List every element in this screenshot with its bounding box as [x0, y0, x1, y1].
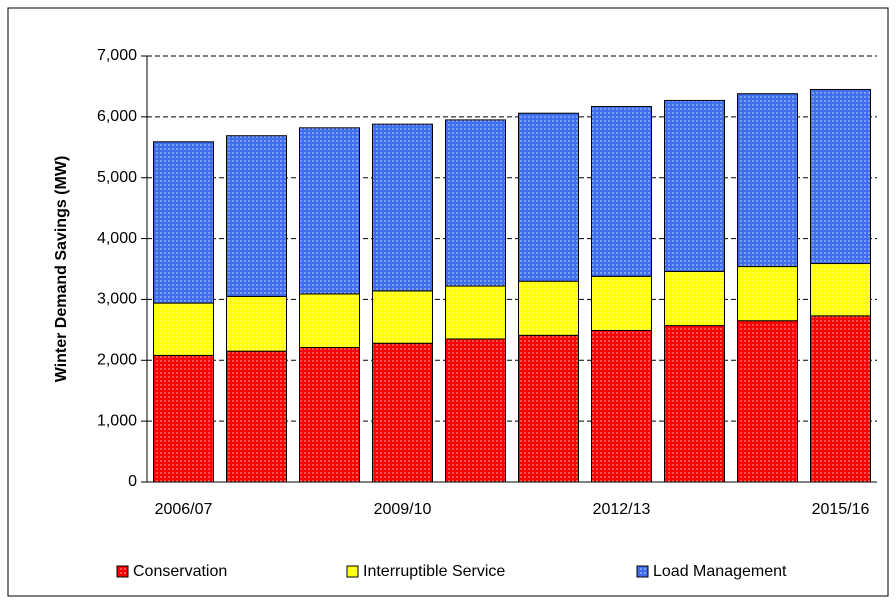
y-tick-label: 3,000 [97, 291, 137, 308]
x-tick-label: 2009/10 [374, 501, 432, 518]
bar-segment [664, 325, 725, 483]
y-axis-title: Winter Demand Savings (MW) [53, 156, 70, 383]
bar-segment [153, 354, 214, 483]
bar-segment [226, 350, 287, 483]
bar-segment [299, 293, 360, 349]
bar-segment [518, 112, 579, 282]
bar-segment [664, 270, 725, 327]
bar-segment [299, 127, 360, 295]
legend-swatch [116, 565, 129, 578]
bar-segment [445, 338, 506, 483]
bar-segment [372, 342, 433, 483]
legend-label: Interruptible Service [363, 563, 505, 580]
x-tick-label: 2006/07 [155, 501, 213, 518]
bar-segment [737, 93, 798, 268]
bar-segment [153, 302, 214, 356]
bar-segment [591, 275, 652, 331]
bar-segment [664, 99, 725, 272]
y-tick-label: 4,000 [97, 230, 137, 247]
bar-segment [372, 290, 433, 344]
legend-label: Conservation [133, 563, 227, 580]
bar-segment [810, 315, 871, 483]
bar-segment [737, 320, 798, 483]
bar-segment [810, 88, 871, 265]
legend-swatch [346, 565, 359, 578]
bar-segment [518, 280, 579, 336]
bar-segment [372, 123, 433, 292]
x-tick-label: 2012/13 [593, 501, 651, 518]
bar-segment [810, 263, 871, 317]
bar-segment [591, 106, 652, 277]
y-tick-label: 7,000 [97, 47, 137, 64]
bar-segment [153, 141, 214, 304]
bar-segment [445, 285, 506, 340]
y-tick-label: 1,000 [97, 412, 137, 429]
bar-segment [299, 347, 360, 483]
bar-segment [518, 334, 579, 483]
bar-segment [226, 135, 287, 297]
bar-segment [226, 295, 287, 352]
legend-label: Load Management [653, 563, 787, 580]
bar-segment [591, 329, 652, 483]
legend-swatch [636, 565, 649, 578]
y-tick-label: 2,000 [97, 352, 137, 369]
x-tick-label: 2015/16 [812, 501, 870, 518]
bar-segment [737, 266, 798, 322]
y-tick-label: 0 [128, 473, 137, 490]
bar-segment [445, 119, 506, 287]
y-tick-label: 6,000 [97, 108, 137, 125]
y-tick-label: 5,000 [97, 169, 137, 186]
